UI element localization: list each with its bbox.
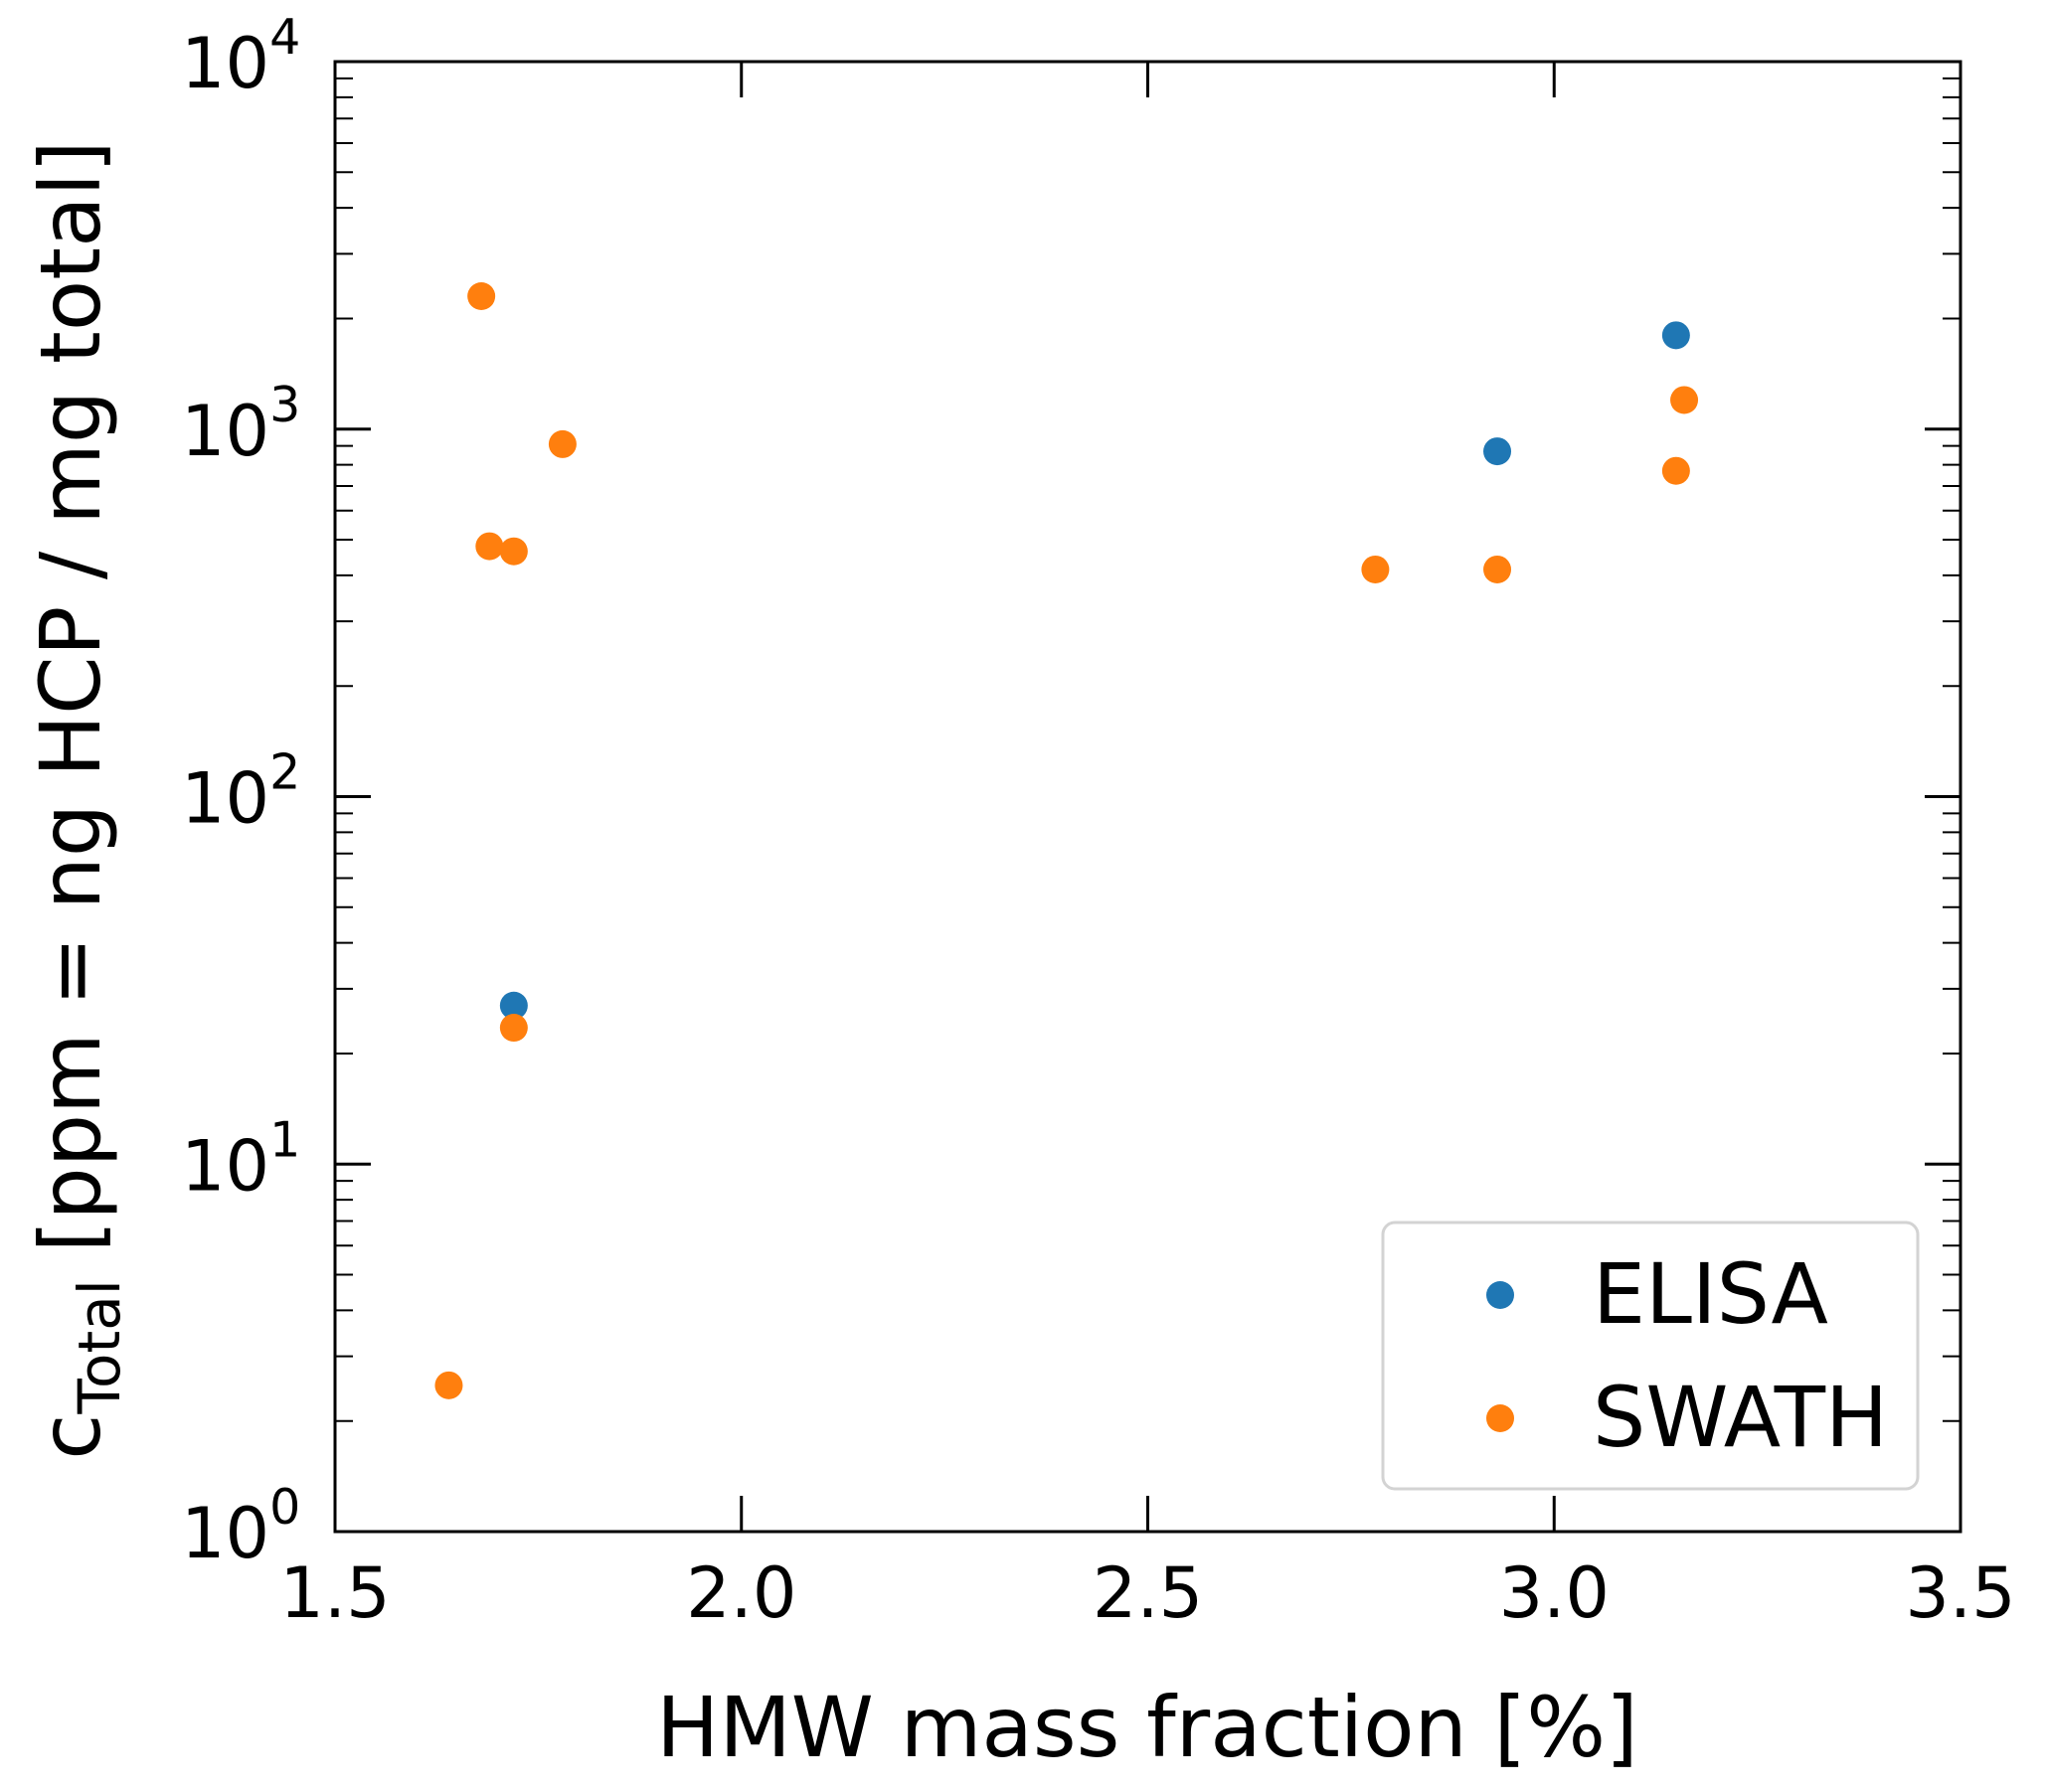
elisa-point bbox=[499, 991, 528, 1020]
y-axis-label-rest: [ppm = ng HCP / mg total] bbox=[22, 140, 119, 1279]
plot-area-frame bbox=[333, 60, 1962, 1534]
y-tick-label-exponent: 3 bbox=[269, 377, 300, 433]
y-tick-label: 102 bbox=[181, 744, 300, 840]
legend-marker-elisa bbox=[1486, 1281, 1514, 1309]
y-tick-label: 103 bbox=[181, 377, 300, 472]
legend-box bbox=[1381, 1221, 1920, 1491]
y-tick-label-base: 10 bbox=[181, 758, 269, 840]
y-axis-label-subscript: Total bbox=[66, 1279, 133, 1414]
swath-point bbox=[1483, 555, 1512, 583]
x-tick-label: 3.5 bbox=[1905, 1552, 2015, 1634]
swath-point bbox=[499, 537, 528, 566]
swath-point bbox=[467, 282, 496, 311]
elisa-point bbox=[1483, 437, 1512, 466]
swath-point bbox=[1661, 456, 1690, 485]
y-tick-label-exponent: 2 bbox=[269, 744, 300, 801]
swath-point bbox=[1361, 555, 1390, 583]
x-tick-label: 3.0 bbox=[1499, 1552, 1610, 1634]
y-tick-label-exponent: 0 bbox=[269, 1479, 300, 1536]
minor-ticks bbox=[335, 77, 1961, 1422]
x-tick-labels: 1.5 2.0 2.5 3.0 3.5 bbox=[279, 1552, 2015, 1634]
y-tick-label-base: 10 bbox=[181, 1493, 269, 1574]
swath-point bbox=[434, 1371, 463, 1399]
swath-point bbox=[1670, 386, 1699, 414]
swath-point bbox=[475, 532, 504, 561]
legend-label-elisa: ELISA bbox=[1593, 1245, 1828, 1343]
y-tick-label: 101 bbox=[181, 1111, 300, 1207]
data-points bbox=[434, 282, 1699, 1399]
y-tick-label: 104 bbox=[181, 9, 300, 104]
elisa-point bbox=[1661, 321, 1690, 350]
y-axis-label: cTotal [ppm = ng HCP / mg total] bbox=[22, 140, 133, 1460]
legend: ELISA SWATH bbox=[1381, 1221, 1920, 1491]
x-axis-label: HMW mass fraction [%] bbox=[656, 1679, 1638, 1776]
swath-point bbox=[499, 1014, 528, 1043]
legend-label-swath: SWATH bbox=[1593, 1369, 1888, 1466]
y-axis-label-main: c bbox=[22, 1414, 119, 1460]
y-tick-label: 100 bbox=[181, 1479, 300, 1574]
y-tick-label-base: 10 bbox=[181, 391, 269, 472]
swath-point bbox=[548, 429, 577, 458]
y-tick-label-exponent: 1 bbox=[269, 1111, 300, 1168]
legend-marker-swath bbox=[1486, 1404, 1514, 1432]
y-tick-label-base: 10 bbox=[181, 1125, 269, 1207]
x-tick-label: 2.0 bbox=[686, 1552, 796, 1634]
y-tick-label-base: 10 bbox=[181, 23, 269, 104]
x-tick-label: 1.5 bbox=[279, 1552, 390, 1634]
x-tick-label: 2.5 bbox=[1093, 1552, 1203, 1634]
y-tick-label-exponent: 4 bbox=[269, 9, 300, 66]
